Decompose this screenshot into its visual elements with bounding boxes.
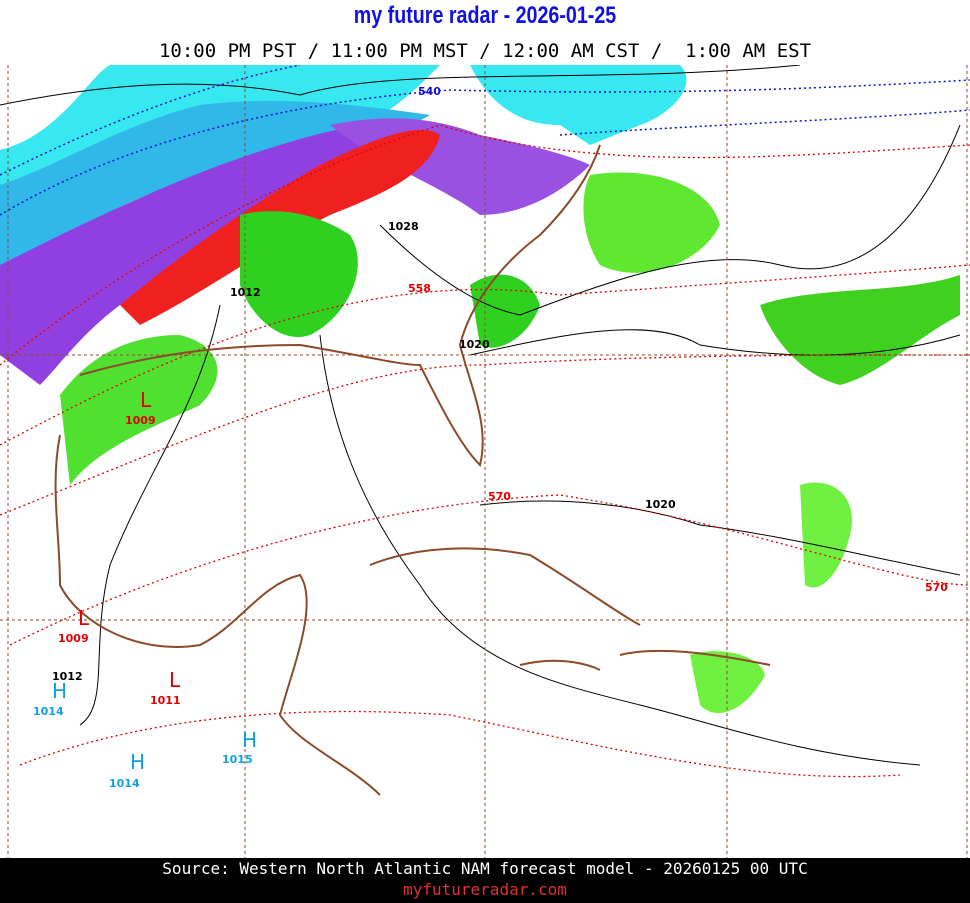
source-text: Source: Western North Atlantic NAM forec… (162, 859, 808, 878)
label: 1014 (109, 777, 140, 790)
label: 1020 (645, 498, 676, 511)
site-link: myfutureradar.com (403, 880, 567, 899)
isobars (0, 65, 961, 766)
label: L (169, 668, 181, 692)
grid (0, 65, 970, 858)
label: 1011 (150, 694, 181, 707)
label: L (78, 606, 90, 630)
label: 1015 (222, 753, 253, 766)
label: H (52, 679, 67, 703)
thickness-540 (0, 65, 970, 216)
label: 1028 (388, 220, 419, 233)
label: 1012 (230, 286, 261, 299)
label: 1009 (58, 632, 89, 645)
thickness-lines (0, 124, 970, 778)
label: 1012 (52, 670, 83, 683)
precipitation (0, 65, 960, 714)
subtitle: 10:00 PM PST / 11:00 PM MST / 12:00 AM C… (158, 40, 812, 62)
label: H (130, 750, 145, 774)
label: H (242, 728, 257, 752)
footer: Source: Western North Atlantic NAM forec… (0, 858, 970, 903)
coastline (54, 144, 771, 796)
label: 570 (488, 490, 511, 503)
map-labels: 540 1028 1012 558 1020 L 1009 570 1020 5… (33, 85, 948, 790)
label: 558 (408, 282, 431, 295)
title: my future radar - 2026-01-25 (353, 2, 617, 29)
label: L (140, 388, 152, 412)
map: 540 1028 1012 558 1020 L 1009 570 1020 5… (0, 65, 970, 858)
label: 570 (925, 581, 948, 594)
label: 540 (418, 85, 441, 98)
label: 1009 (125, 414, 156, 427)
label: 1014 (33, 705, 64, 718)
label: 1020 (459, 338, 490, 351)
